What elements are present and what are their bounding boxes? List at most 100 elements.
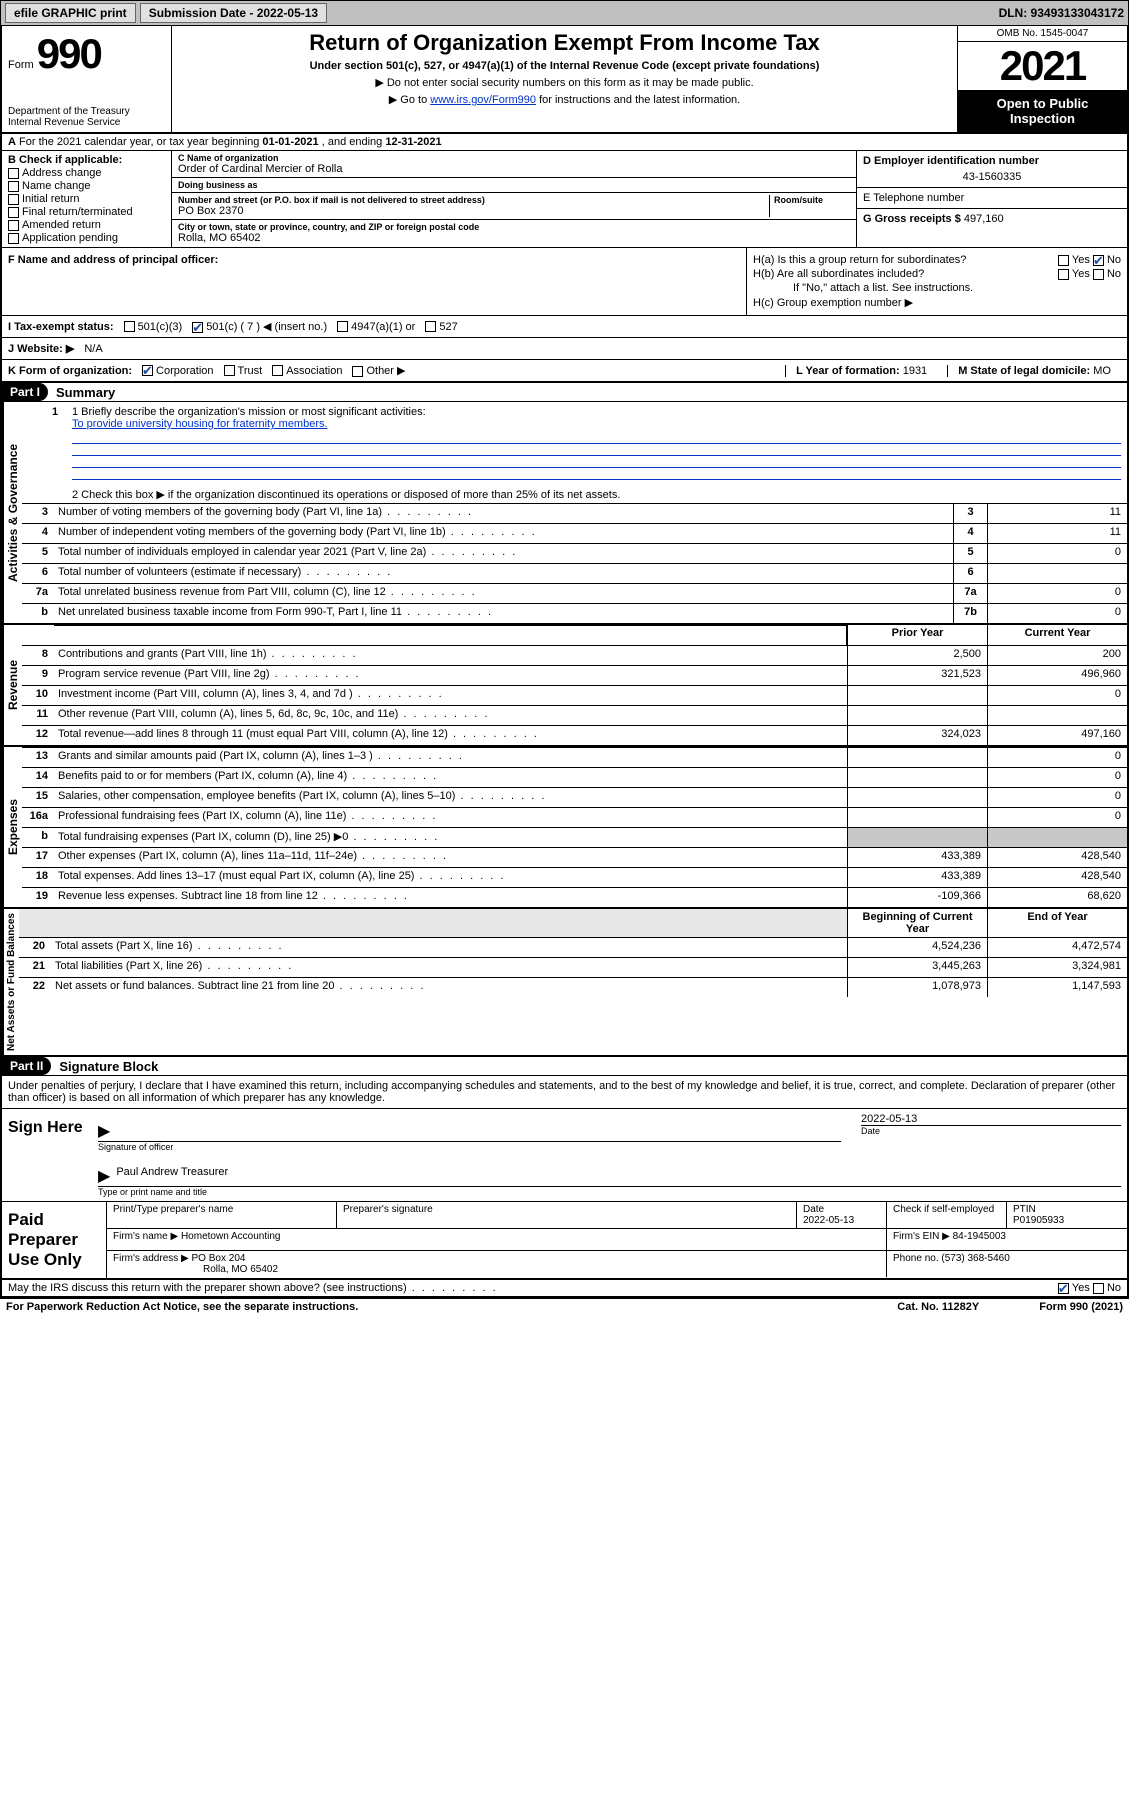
table-row: 15Salaries, other compensation, employee… xyxy=(22,787,1127,807)
cbx-501c3[interactable] xyxy=(124,321,135,332)
ha-yes: Yes xyxy=(1072,254,1090,266)
form-subtitle: Under section 501(c), 527, or 4947(a)(1)… xyxy=(182,60,947,72)
vtab-expenses: Expenses xyxy=(2,747,22,907)
discuss-question: May the IRS discuss this return with the… xyxy=(8,1282,407,1294)
cbx-corp[interactable] xyxy=(142,365,153,376)
tax-year: 2021 xyxy=(958,42,1127,90)
irs-form990-link[interactable]: www.irs.gov/Form990 xyxy=(430,94,536,106)
section-bcde: B Check if applicable: Address change Na… xyxy=(2,151,1127,248)
open-public-badge: Open to Public Inspection xyxy=(958,90,1127,132)
efile-button[interactable]: efile GRAPHIC print xyxy=(5,3,136,23)
form-footer-label: Form 990 (2021) xyxy=(1039,1301,1123,1313)
checkbox-amended[interactable] xyxy=(8,220,19,231)
firm-addr2: Rolla, MO 65402 xyxy=(113,1264,278,1275)
ein-label: D Employer identification number xyxy=(863,155,1039,167)
prep-grid: Print/Type preparer's name Preparer's si… xyxy=(107,1202,1127,1278)
ptin-label: PTIN xyxy=(1013,1204,1036,1215)
submission-date-button[interactable]: Submission Date - 2022-05-13 xyxy=(140,3,327,23)
rows-exp: 13Grants and similar amounts paid (Part … xyxy=(22,747,1127,907)
ptin-value: P01905933 xyxy=(1013,1215,1064,1226)
rev-body: Prior Year Current Year 8Contributions a… xyxy=(22,625,1127,745)
discuss-row: May the IRS discuss this return with the… xyxy=(2,1280,1127,1297)
table-row: 19Revenue less expenses. Subtract line 1… xyxy=(22,887,1127,907)
table-row: 13Grants and similar amounts paid (Part … xyxy=(22,747,1127,767)
note-ssn: ▶ Do not enter social security numbers o… xyxy=(182,76,947,89)
row-j: J Website: ▶ N/A xyxy=(2,338,1127,360)
row-a-pre: For the 2021 calendar year, or tax year … xyxy=(16,136,262,148)
checkbox-initial-return[interactable] xyxy=(8,194,19,205)
table-row: 8Contributions and grants (Part VIII, li… xyxy=(22,645,1127,665)
hdr-beginning: Beginning of Current Year xyxy=(847,909,987,937)
lbl-assoc: Association xyxy=(286,365,342,377)
checkbox-final-return[interactable] xyxy=(8,207,19,218)
col-c: C Name of organization Order of Cardinal… xyxy=(172,151,857,247)
addr-label: Number and street (or P.O. box if mail i… xyxy=(178,195,765,205)
hb-yes-checkbox[interactable] xyxy=(1058,269,1069,280)
lbl-501c: 501(c) ( 7 ) ◀ (insert no.) xyxy=(206,321,327,333)
year-formation: 1931 xyxy=(903,365,927,377)
page-footer: For Paperwork Reduction Act Notice, see … xyxy=(0,1299,1129,1315)
ha-yes-checkbox[interactable] xyxy=(1058,255,1069,266)
row-klm: K Form of organization: Corporation Trus… xyxy=(2,360,1127,383)
org-name-label: C Name of organization xyxy=(178,153,850,163)
signature-arrow-icon: ▶ xyxy=(98,1121,110,1141)
table-row: 16aProfessional fundraising fees (Part I… xyxy=(22,807,1127,827)
hb-no-checkbox[interactable] xyxy=(1093,269,1104,280)
table-row: 14Benefits paid to or for members (Part … xyxy=(22,767,1127,787)
gross-value: 497,160 xyxy=(964,213,1004,225)
pra-notice: For Paperwork Reduction Act Notice, see … xyxy=(6,1301,897,1313)
hb-no: No xyxy=(1107,268,1121,280)
discuss-no-checkbox[interactable] xyxy=(1093,1283,1104,1294)
part2-title: Signature Block xyxy=(51,1059,158,1074)
na-header-row: Beginning of Current Year End of Year xyxy=(19,909,1127,937)
irs-label: Internal Revenue Service xyxy=(8,117,165,128)
sec-f: F Name and address of principal officer: xyxy=(2,248,747,315)
gross-label: G Gross receipts $ xyxy=(863,213,964,225)
sig-name-value: Paul Andrew Treasurer xyxy=(116,1166,228,1186)
q2-text: 2 Check this box ▶ if the organization d… xyxy=(72,489,620,501)
lbl-527: 527 xyxy=(439,321,457,333)
cbx-other[interactable] xyxy=(352,366,363,377)
cat-number: Cat. No. 11282Y xyxy=(897,1301,979,1313)
hb-yes: Yes xyxy=(1072,268,1090,280)
checkbox-name-change[interactable] xyxy=(8,181,19,192)
ha-no-checkbox[interactable] xyxy=(1093,255,1104,266)
firm-phone-label: Phone no. xyxy=(893,1253,941,1264)
row-a-prefix: A xyxy=(8,136,16,148)
cbx-assoc[interactable] xyxy=(272,365,283,376)
form-container: Form 990 Department of the Treasury Inte… xyxy=(0,26,1129,1299)
sign-here-body: ▶ Signature of officer 2022-05-13 Date ▶… xyxy=(92,1109,1127,1201)
cbx-trust[interactable] xyxy=(224,365,235,376)
cbx-4947[interactable] xyxy=(337,321,348,332)
na-body: Beginning of Current Year End of Year 20… xyxy=(19,909,1127,1055)
mission-value[interactable]: To provide university housing for frater… xyxy=(72,418,328,430)
section-fh: F Name and address of principal officer:… xyxy=(2,248,1127,316)
table-row: 22Net assets or fund balances. Subtract … xyxy=(19,977,1127,997)
open-public-1: Open to Public xyxy=(960,96,1125,111)
phone-label: E Telephone number xyxy=(863,192,1121,204)
form-prefix: Form xyxy=(8,59,34,71)
discuss-yes-checkbox[interactable] xyxy=(1058,1283,1069,1294)
lbl-4947: 4947(a)(1) or xyxy=(351,321,415,333)
sig-declaration: Under penalties of perjury, I declare th… xyxy=(2,1076,1127,1109)
city-label: City or town, state or province, country… xyxy=(178,222,850,232)
checkbox-address-change[interactable] xyxy=(8,168,19,179)
table-row: 7aTotal unrelated business revenue from … xyxy=(22,583,1127,603)
vtab-netassets: Net Assets or Fund Balances xyxy=(2,909,19,1055)
row-a-end: 12-31-2021 xyxy=(385,136,441,148)
table-row: 10Investment income (Part VIII, column (… xyxy=(22,685,1127,705)
org-name: Order of Cardinal Mercier of Rolla xyxy=(178,163,850,175)
room-label: Room/suite xyxy=(774,195,850,205)
lbl-name-change: Name change xyxy=(22,180,91,192)
paid-preparer-block: Paid Preparer Use Only Print/Type prepar… xyxy=(2,1202,1127,1280)
vtab-activities: Activities & Governance xyxy=(2,402,22,623)
part1-header: Part I Summary xyxy=(2,383,1127,402)
cbx-501c[interactable] xyxy=(192,322,203,333)
sec-h: H(a) Is this a group return for subordin… xyxy=(747,248,1127,315)
checkbox-app-pending[interactable] xyxy=(8,233,19,244)
sig-name-label: Type or print name and title xyxy=(98,1187,1121,1197)
cbx-527[interactable] xyxy=(425,321,436,332)
table-row: 4Number of independent voting members of… xyxy=(22,523,1127,543)
ein-value: 43-1560335 xyxy=(863,167,1121,183)
col-b: B Check if applicable: Address change Na… xyxy=(2,151,172,247)
